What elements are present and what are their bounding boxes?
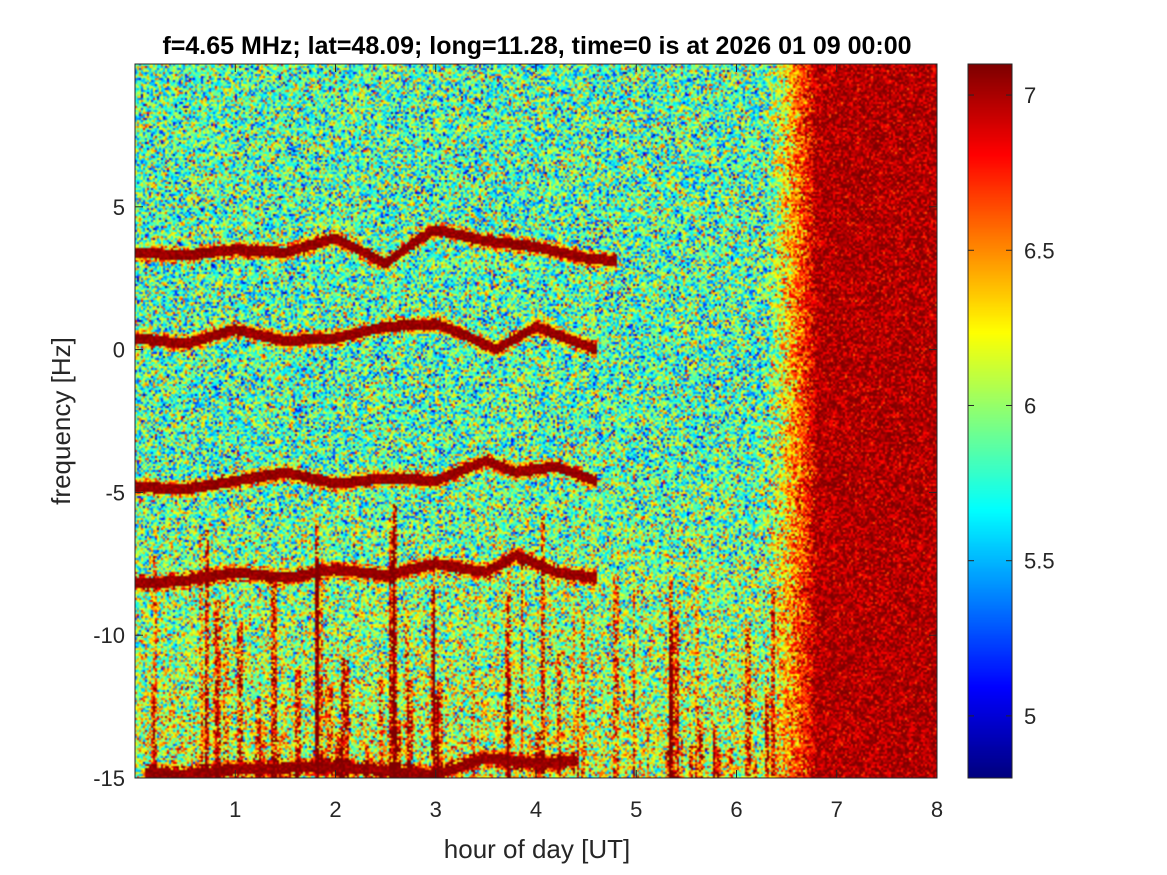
colorbar: 5 5.5 6 6.5 7 — [967, 63, 1055, 779]
colorbar-tick-label: 5 — [1024, 704, 1036, 729]
x-tick-label: 7 — [831, 797, 843, 822]
colorbar-tick-label: 6 — [1024, 393, 1036, 418]
x-tick-label: 8 — [931, 797, 943, 822]
y-axis-ticks: -15 -10 -5 0 5 — [93, 195, 937, 791]
x-tick-label: 5 — [630, 797, 642, 822]
y-tick-label: -10 — [93, 623, 125, 648]
x-tick-label: 6 — [730, 797, 742, 822]
heatmap-image — [135, 64, 937, 778]
colorbar-tick-label: 7 — [1024, 83, 1036, 108]
colorbar-ticks: 5 5.5 6 6.5 7 — [968, 83, 1055, 729]
x-tick-label: 4 — [530, 797, 542, 822]
y-tick-label: -5 — [105, 480, 125, 505]
plot-area — [134, 63, 938, 779]
chart-title: f=4.65 MHz; lat=48.09; long=11.28, time=… — [162, 32, 911, 60]
x-axis-ticks: 1 2 3 4 5 6 7 8 — [229, 64, 943, 822]
y-tick-label: 5 — [113, 195, 125, 220]
colorbar-tick-label: 5.5 — [1024, 549, 1055, 574]
x-tick-label: 1 — [229, 797, 241, 822]
y-tick-label: 0 — [113, 338, 125, 363]
x-axis-label: hour of day [UT] — [444, 834, 630, 864]
y-axis-label: frequency [Hz] — [46, 337, 76, 505]
y-tick-label: -15 — [93, 766, 125, 791]
colorbar-frame — [967, 63, 1013, 779]
x-tick-label: 3 — [430, 797, 442, 822]
colorbar-gradient — [968, 64, 1012, 778]
x-tick-label: 2 — [329, 797, 341, 822]
colorbar-tick-label: 6.5 — [1024, 238, 1055, 263]
